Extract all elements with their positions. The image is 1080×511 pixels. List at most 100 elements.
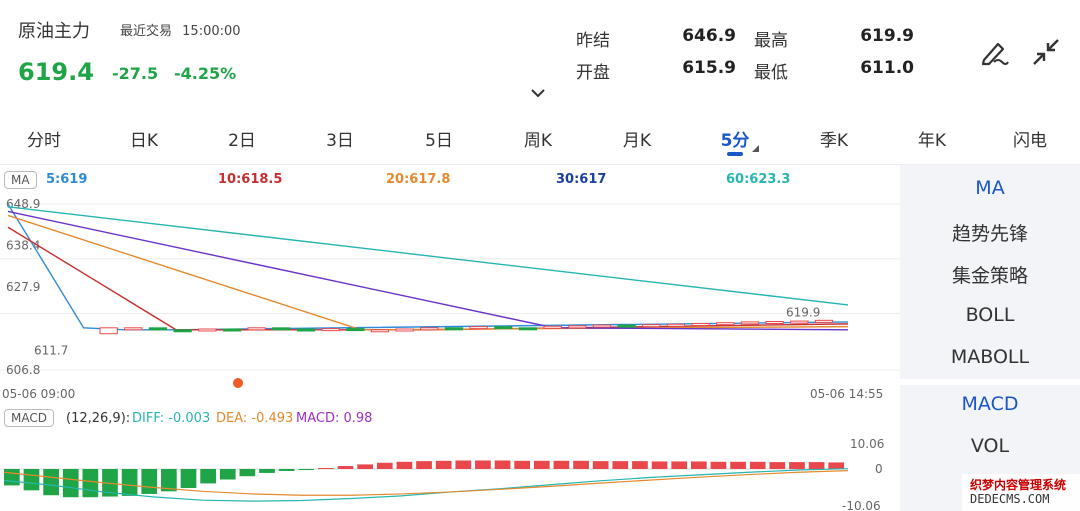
macd-bar xyxy=(514,460,531,469)
macd-bar xyxy=(789,462,805,469)
candle xyxy=(346,328,365,332)
macd-chart[interactable]: 10.06 0 -10.06 xyxy=(0,428,900,511)
y-tick-label: 627.9 xyxy=(6,280,40,294)
low-label: 最低 xyxy=(754,63,788,83)
indicator-macd[interactable]: MACD xyxy=(961,393,1019,415)
collapse-icon[interactable] xyxy=(1030,36,1062,68)
macd-bar xyxy=(337,466,354,469)
macd-dea: DEA: -0.493 xyxy=(216,411,294,426)
candle xyxy=(518,327,538,331)
tab-month-k[interactable]: 月K xyxy=(622,131,652,151)
ma-line xyxy=(7,210,849,331)
macd-bar xyxy=(730,461,746,469)
candle xyxy=(494,326,513,330)
macd-bar xyxy=(259,469,275,473)
indicator-fund[interactable]: 集金策略 xyxy=(951,265,1028,287)
macd-bar xyxy=(710,461,727,469)
candle xyxy=(395,328,414,332)
y-tick-label: -10.06 xyxy=(842,499,881,511)
macd-bar xyxy=(690,461,707,469)
macd-tag[interactable]: MACD xyxy=(4,409,54,427)
macd-bar xyxy=(23,469,40,491)
macd-bar xyxy=(592,461,609,469)
ma10-value: 10:618.5 xyxy=(218,172,283,187)
macd-bar xyxy=(102,469,118,497)
ma5-value: 5:619 xyxy=(46,172,88,187)
indicator-ma[interactable]: MA xyxy=(975,177,1005,199)
session-label: 最近交易 xyxy=(120,24,173,39)
candle xyxy=(247,327,266,331)
y-tick-label: 0 xyxy=(875,462,883,476)
candle xyxy=(124,327,143,331)
ma-line xyxy=(7,203,849,331)
price-change-pct: -4.25% xyxy=(174,64,237,83)
macd-macd: MACD: 0.98 xyxy=(296,411,373,426)
macd-bar xyxy=(357,464,374,469)
tab-day-k[interactable]: 日K xyxy=(129,131,159,151)
tab-flash[interactable]: 闪电 xyxy=(1013,131,1047,151)
indicator-maboll[interactable]: MABOLL xyxy=(950,346,1030,368)
macd-diff: DIFF: -0.003 xyxy=(132,411,211,426)
macd-bar xyxy=(475,460,491,469)
macd-bar xyxy=(161,469,177,492)
session-info: 最近交易 15:00:00 xyxy=(120,20,247,39)
indicator-vol[interactable]: VOL xyxy=(970,435,1010,457)
ma-tag[interactable]: MA xyxy=(4,171,37,189)
macd-bar xyxy=(141,469,158,494)
tab-5day[interactable]: 5日 xyxy=(425,131,453,151)
tab-season-k[interactable]: 季K xyxy=(819,131,849,151)
macd-bar xyxy=(121,469,138,496)
candle xyxy=(691,322,710,326)
quote-header: 原油主力 最近交易 15:00:00 619.4 -27.5 -4.25% 昨结… xyxy=(0,0,1080,110)
instrument-title: 原油主力 xyxy=(18,21,90,42)
prev-settle-value: 646.9 xyxy=(682,26,736,46)
macd-bar xyxy=(4,469,20,486)
session-time: 15:00:00 xyxy=(182,24,241,39)
chevron-down-icon[interactable] xyxy=(530,88,546,98)
candle xyxy=(765,321,784,325)
candle xyxy=(814,319,834,323)
macd-bar xyxy=(180,469,197,489)
macd-bar xyxy=(533,460,550,469)
macd-bar xyxy=(828,462,845,469)
macd-bar xyxy=(298,469,315,470)
high-value: 619.9 xyxy=(860,26,914,46)
macd-bar xyxy=(651,461,668,469)
tab-3day[interactable]: 3日 xyxy=(326,131,354,151)
tab-week-k[interactable]: 周K xyxy=(523,131,553,151)
macd-bar xyxy=(632,461,648,469)
macd-bar xyxy=(43,469,59,496)
tab-5min[interactable]: 5分 xyxy=(720,131,750,151)
divider xyxy=(0,164,1080,165)
candle xyxy=(444,327,464,331)
draw-pen-icon[interactable] xyxy=(978,36,1010,68)
macd-bar xyxy=(278,469,295,471)
macd-bar xyxy=(749,461,766,469)
ma-line xyxy=(7,206,849,306)
macd-bar xyxy=(200,469,216,484)
tab-year-k[interactable]: 年K xyxy=(917,131,947,151)
candle xyxy=(642,324,661,328)
watermark-line2: DEDECMS.COM xyxy=(970,492,1050,506)
period-tabs: 分时 日K 2日 3日 5日 周K 月K 5分 季K 年K 闪电 xyxy=(0,118,1080,162)
y-tick-label: 10.06 xyxy=(850,437,884,451)
event-marker-dot xyxy=(233,378,243,388)
tab-dropdown-corner-icon[interactable] xyxy=(752,145,759,152)
macd-bar xyxy=(808,462,825,469)
candle xyxy=(592,324,612,328)
macd-bar xyxy=(219,469,236,480)
macd-bar xyxy=(671,461,688,469)
high-label: 最高 xyxy=(754,31,788,51)
indicator-boll[interactable]: BOLL xyxy=(965,304,1015,326)
ma-legend: MA 5:619 10:618.5 20:617.8 30:617 60:623… xyxy=(0,170,900,192)
ma-line xyxy=(7,226,849,331)
tab-2day[interactable]: 2日 xyxy=(228,131,256,151)
tab-fenshi[interactable]: 分时 xyxy=(27,131,61,151)
macd-bar xyxy=(318,468,334,470)
indicator-trend[interactable]: 趋势先锋 xyxy=(951,223,1028,245)
candle xyxy=(198,328,217,332)
y-tick-label: 606.8 xyxy=(6,363,40,377)
ma20-value: 20:617.8 xyxy=(386,172,451,187)
candle xyxy=(469,326,488,330)
